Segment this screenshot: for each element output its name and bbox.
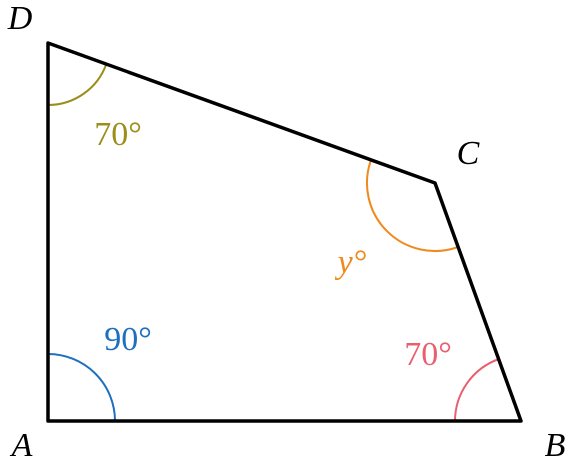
angle-arc-d [47, 63, 108, 106]
angle-label: 70° [404, 336, 452, 373]
angle-label: 90° [104, 321, 152, 358]
angle-label: y° [335, 244, 367, 281]
vertex-label: C [457, 135, 480, 172]
vertex-label: D [7, 0, 33, 37]
angle-arc-c [366, 159, 459, 252]
angle-arc-b [454, 358, 500, 422]
vertex-label: A [10, 427, 33, 464]
angle-arc-a [47, 353, 116, 422]
quadrilateral [46, 41, 523, 423]
vertex-label: B [545, 427, 566, 464]
angle-label: 70° [94, 116, 142, 153]
